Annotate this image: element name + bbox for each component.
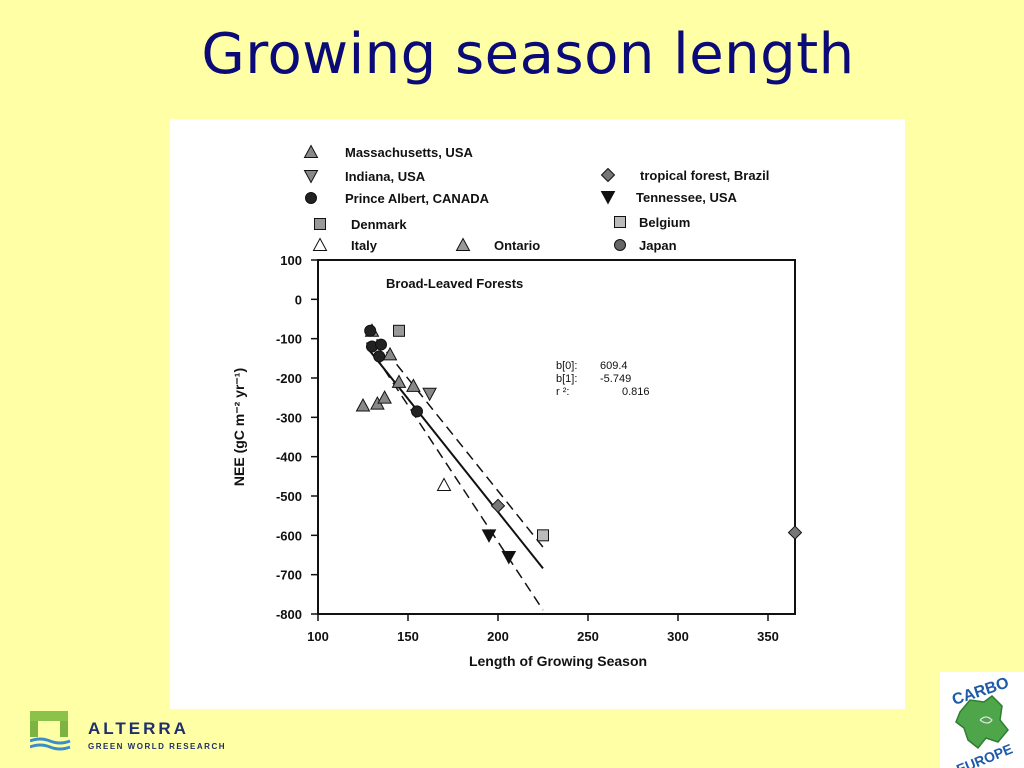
legend-label: Japan: [639, 238, 677, 253]
regression-stats: b[0]: 609.4 b[1]: -5.749 r ²: 0.816: [556, 360, 650, 398]
stats-label: r ²:: [556, 386, 569, 398]
plot-title: Broad-Leaved Forests: [386, 276, 523, 291]
legend-label: Tennessee, USA: [636, 190, 738, 205]
legend-item-tropical-forest-brazil: tropical forest, Brazil: [600, 167, 769, 183]
legend-label: tropical forest, Brazil: [640, 168, 769, 183]
legend-item-belgium: Belgium: [614, 215, 690, 230]
y-tick-label: 100: [280, 253, 302, 268]
legend-marker-indiana-usa: [303, 170, 319, 184]
legend-marker-tropical-forest-brazil: [600, 167, 616, 183]
alterra-subtitle: GREEN WORLD RESEARCH: [88, 742, 227, 751]
y-tick-label: -200: [276, 371, 302, 386]
data-point-massachusetts-usa: [391, 374, 407, 388]
legend: Massachusetts, USA Indiana, USA Prince Alb…: [303, 144, 769, 253]
data-point-prince-albert-canada: [411, 405, 423, 418]
stats-value: -5.749: [600, 373, 631, 385]
y-tick-label: -300: [276, 410, 302, 425]
data-point-tropical-forest-brazil: [787, 525, 803, 540]
y-tick-label: -700: [276, 568, 302, 583]
stats-value: 609.4: [600, 360, 628, 372]
carboeurope-logo-icon: CARBO EUROPE: [940, 672, 1024, 768]
legend-marker-prince-albert-canada: [305, 192, 317, 204]
legend-marker-tennessee-usa: [600, 191, 616, 205]
confidence-band-lower: [365, 342, 544, 611]
data-point-massachusetts-usa: [355, 397, 371, 412]
data-point-massachusetts-usa: [382, 346, 398, 361]
data-point-tennessee-usa: [481, 529, 497, 543]
y-tick-label: -800: [276, 607, 302, 622]
legend-item-japan: Japan: [614, 238, 677, 253]
slide-title: Growing season length: [201, 22, 855, 87]
data-point-indiana-usa: [422, 387, 437, 402]
x-tick-label: 200: [487, 629, 509, 644]
y-tick-label: -400: [276, 450, 302, 465]
x-tick-label: 350: [757, 629, 779, 644]
legend-item-tennessee-usa: Tennessee, USA: [600, 190, 738, 205]
data-point-massachusetts-usa: [377, 390, 392, 404]
x-tick-label: 100: [307, 629, 329, 644]
y-tick-label: -500: [276, 489, 302, 504]
data-point-denmark: [393, 324, 405, 337]
legend-marker-belgium: [614, 216, 626, 228]
legend-marker-japan: [614, 239, 626, 251]
data-point-italy: [436, 477, 452, 491]
plot-frame: [317, 259, 796, 615]
stats-label: b[0]:: [556, 360, 577, 372]
legend-label: Indiana, USA: [345, 169, 426, 184]
legend-item-italy: Italy: [312, 237, 378, 253]
legend-label: Denmark: [351, 217, 407, 232]
data-point-massachusetts-usa: [406, 378, 421, 392]
y-axis-label: NEE (gC m⁻² yr⁻¹): [231, 368, 247, 486]
alterra-name: ALTERRA: [88, 719, 189, 738]
alterra-logo-icon: [30, 711, 71, 751]
data-point-prince-albert-canada: [364, 324, 377, 337]
legend-marker-italy: [312, 237, 328, 251]
x-tick-label: 250: [577, 629, 599, 644]
legend-item-indiana-usa: Indiana, USA: [303, 169, 426, 184]
scatter-chart: Massachusetts, USA Indiana, USA Prince Alb…: [231, 144, 803, 669]
axes: 100 0 -100 -200 -300 -400 -500 -600 -700 -800 100 1…: [276, 253, 779, 644]
y-tick-label: -600: [276, 528, 302, 543]
stats-value: 0.816: [622, 386, 650, 398]
legend-item-denmark: Denmark: [314, 217, 407, 232]
x-tick-label: 150: [397, 629, 419, 644]
y-tick-label: 0: [295, 292, 302, 307]
data-point-tropical-forest-brazil: [490, 498, 506, 514]
legend-label: Massachusetts, USA: [345, 145, 473, 160]
data-point-tennessee-usa: [501, 550, 517, 565]
legend-label: Belgium: [639, 215, 690, 230]
legend-marker-massachusetts-usa: [303, 144, 319, 158]
regression-line: [365, 346, 544, 570]
y-tick-label: -100: [276, 332, 302, 347]
data-point-prince-albert-canada: [373, 350, 386, 363]
legend-item-ontario: Ontario: [455, 237, 540, 253]
data-point-belgium: [537, 529, 549, 542]
x-tick-label: 300: [667, 629, 689, 644]
legend-marker-ontario: [455, 237, 471, 251]
legend-label: Ontario: [494, 238, 540, 253]
stats-label: b[1]:: [556, 373, 577, 385]
chart-panel: Massachusetts, USA Indiana, USA Prince Alb…: [170, 119, 905, 709]
x-axis-label: Length of Growing Season: [469, 653, 647, 669]
data-points: [355, 323, 803, 565]
legend-item-prince-albert-canada: Prince Albert, CANADA: [305, 191, 490, 206]
legend-marker-denmark: [314, 218, 326, 230]
data-point-prince-albert-canada: [375, 338, 387, 351]
regression-lines: [365, 326, 544, 611]
legend-item-massachusetts-usa: Massachusetts, USA: [303, 144, 473, 160]
legend-label: Prince Albert, CANADA: [345, 191, 490, 206]
legend-label: Italy: [351, 238, 378, 253]
